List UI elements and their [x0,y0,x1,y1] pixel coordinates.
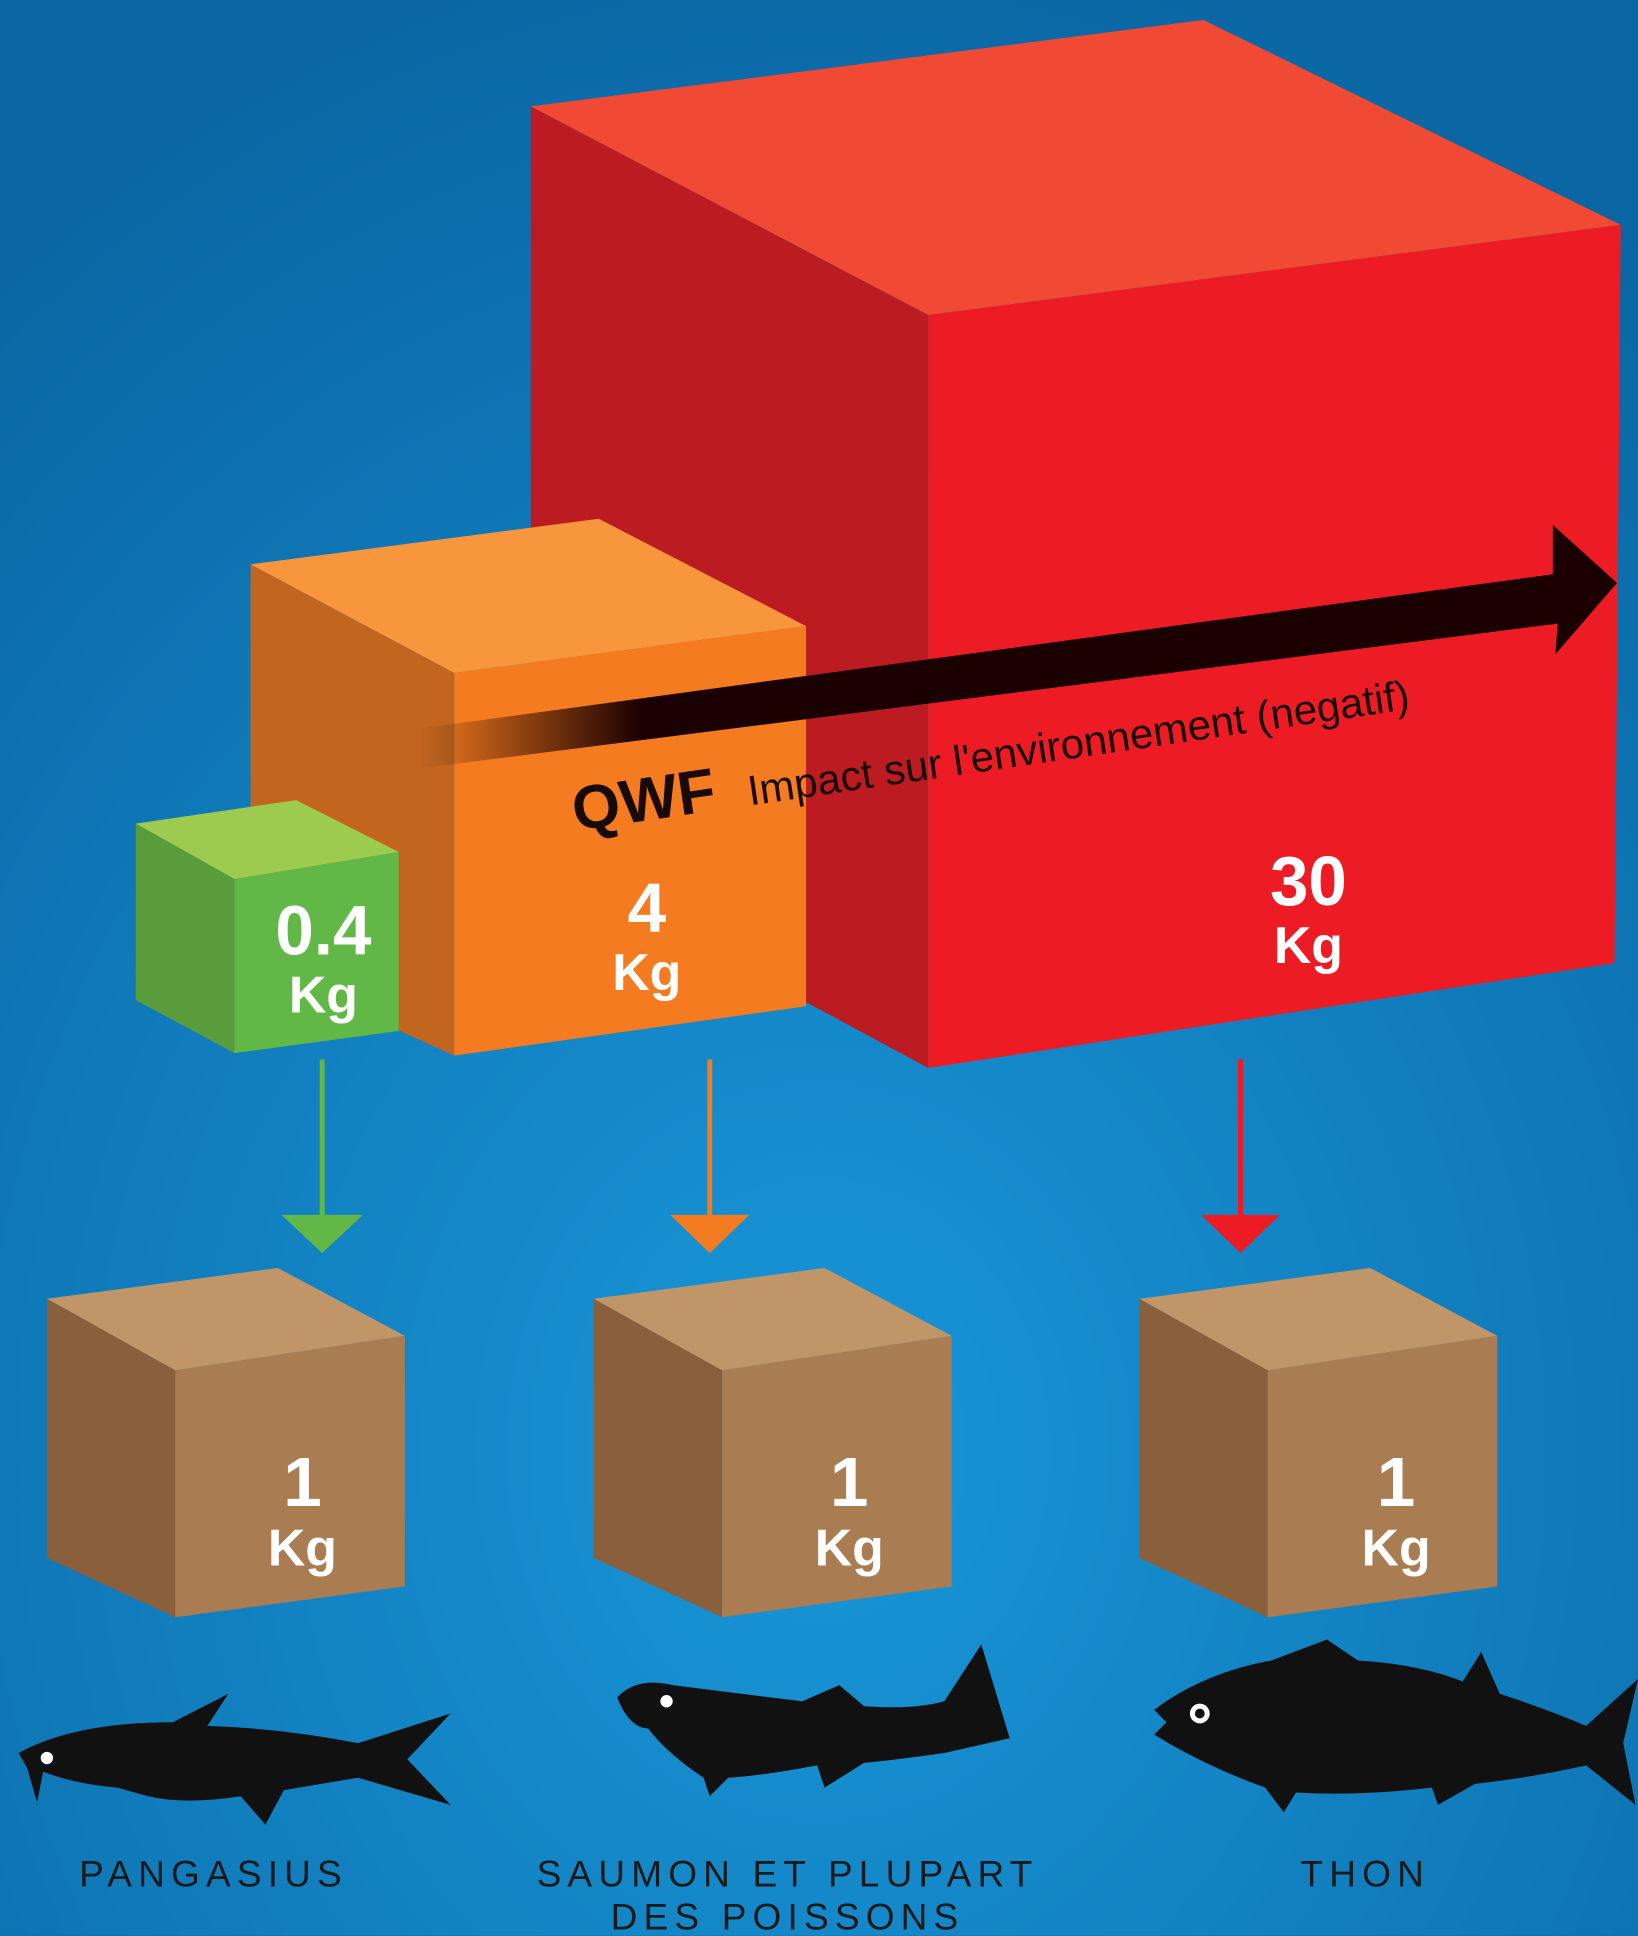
product-unit: Kg [815,1518,884,1576]
feed-unit: Kg [612,943,681,1001]
product-value: 1 [283,1443,321,1521]
down-arrow [1201,1059,1281,1254]
product-unit: Kg [1362,1518,1431,1576]
product-cube [593,1267,952,1618]
green-cube [135,800,399,1054]
product-value: 1 [1377,1443,1415,1521]
feed-value: 30 [1270,842,1347,920]
feed-unit: Kg [1274,916,1343,974]
fish-icon [617,1644,1010,1797]
product-unit: Kg [268,1518,337,1576]
feed-unit: Kg [289,965,358,1023]
product-cube [46,1267,405,1618]
fish-name: SAUMON ET PLUPART [537,1852,1039,1894]
fish-name: PANGASIUS [79,1852,348,1894]
product-value: 1 [830,1443,868,1521]
fish-name: THON [1300,1852,1430,1894]
feed-value: 4 [628,869,667,947]
fish-icon [1154,1639,1638,1813]
feed-value: 0.4 [275,891,372,969]
down-arrow [281,1059,363,1254]
fish-name: DES POISSONS [611,1896,965,1936]
fish-icon [18,1693,451,1825]
down-arrow [670,1059,750,1254]
product-cube [1139,1267,1498,1618]
impact-arrow [419,524,1618,769]
